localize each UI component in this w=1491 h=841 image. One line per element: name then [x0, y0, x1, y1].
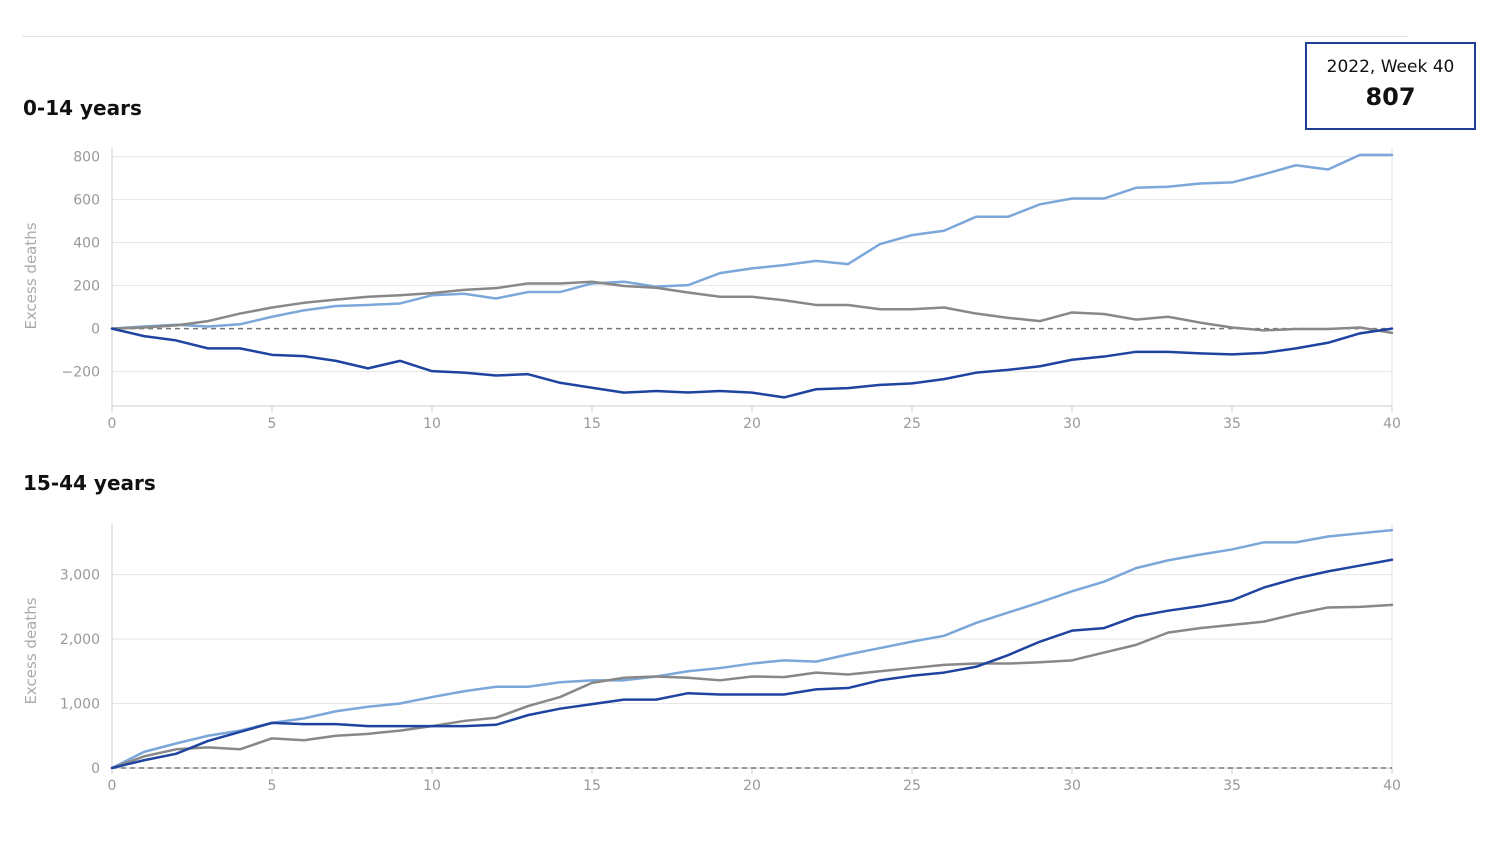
- tooltip-value: 807: [1365, 83, 1416, 111]
- series-line-3[interactable]: [110, 558, 1394, 770]
- y-tick-label: 200: [73, 279, 100, 295]
- chart-title-15-44: 15-44 years: [23, 471, 156, 495]
- y-tick-label: 600: [73, 193, 100, 209]
- x-tick-label: 20: [743, 416, 761, 432]
- x-tick-label: 5: [268, 778, 277, 794]
- hover-tooltip: 2022, Week 40 807: [1305, 42, 1476, 130]
- series-line-1[interactable]: [110, 528, 1394, 770]
- x-tick-label: 30: [1063, 416, 1081, 432]
- y-tick-label: 0: [91, 761, 100, 777]
- x-tick-label: 10: [423, 416, 441, 432]
- x-tick-label: 30: [1063, 778, 1081, 794]
- y-tick-label: 0: [91, 322, 100, 338]
- x-tick-label: 5: [268, 416, 277, 432]
- x-tick-label: 15: [583, 416, 601, 432]
- y-tick-label: 400: [73, 236, 100, 252]
- y-axis-title: Excess deaths: [22, 222, 40, 329]
- y-tick-label: −200: [62, 365, 100, 381]
- x-tick-label: 10: [423, 778, 441, 794]
- chart-15-44-years[interactable]: 0 1,000 2,000 3,000 0 5 10 15 20 25 30 35 40 Excess d…: [0, 515, 1420, 815]
- x-tick-label: 35: [1223, 416, 1241, 432]
- y-tick-label: 2,000: [60, 632, 100, 648]
- x-tick-label: 20: [743, 778, 761, 794]
- x-tick-label: 40: [1383, 416, 1401, 432]
- x-tick-label: 0: [108, 778, 117, 794]
- tooltip-label: 2022, Week 40: [1326, 57, 1455, 77]
- y-tick-label: 3,000: [60, 568, 100, 584]
- y-axis-title: Excess deaths: [22, 597, 40, 704]
- x-tick-label: 25: [903, 416, 921, 432]
- series-line-2[interactable]: [110, 280, 1394, 335]
- x-tick-label: 0: [108, 416, 117, 432]
- x-tick-label: 40: [1383, 778, 1401, 794]
- x-tick-label: 35: [1223, 778, 1241, 794]
- x-tick-label: 15: [583, 778, 601, 794]
- series-line-3[interactable]: [110, 327, 1394, 399]
- chart-0-14-years[interactable]: −200 0 200 400 600 800 0 5 10 15 20 25 30 35 40 Excess …: [0, 140, 1420, 440]
- series-line-1[interactable]: [110, 153, 1394, 330]
- series-line-2[interactable]: [110, 603, 1394, 770]
- y-tick-label: 1,000: [60, 697, 100, 713]
- y-tick-label: 800: [73, 150, 100, 166]
- top-divider: [22, 36, 1408, 37]
- chart-title-0-14: 0-14 years: [23, 96, 142, 120]
- x-tick-label: 25: [903, 778, 921, 794]
